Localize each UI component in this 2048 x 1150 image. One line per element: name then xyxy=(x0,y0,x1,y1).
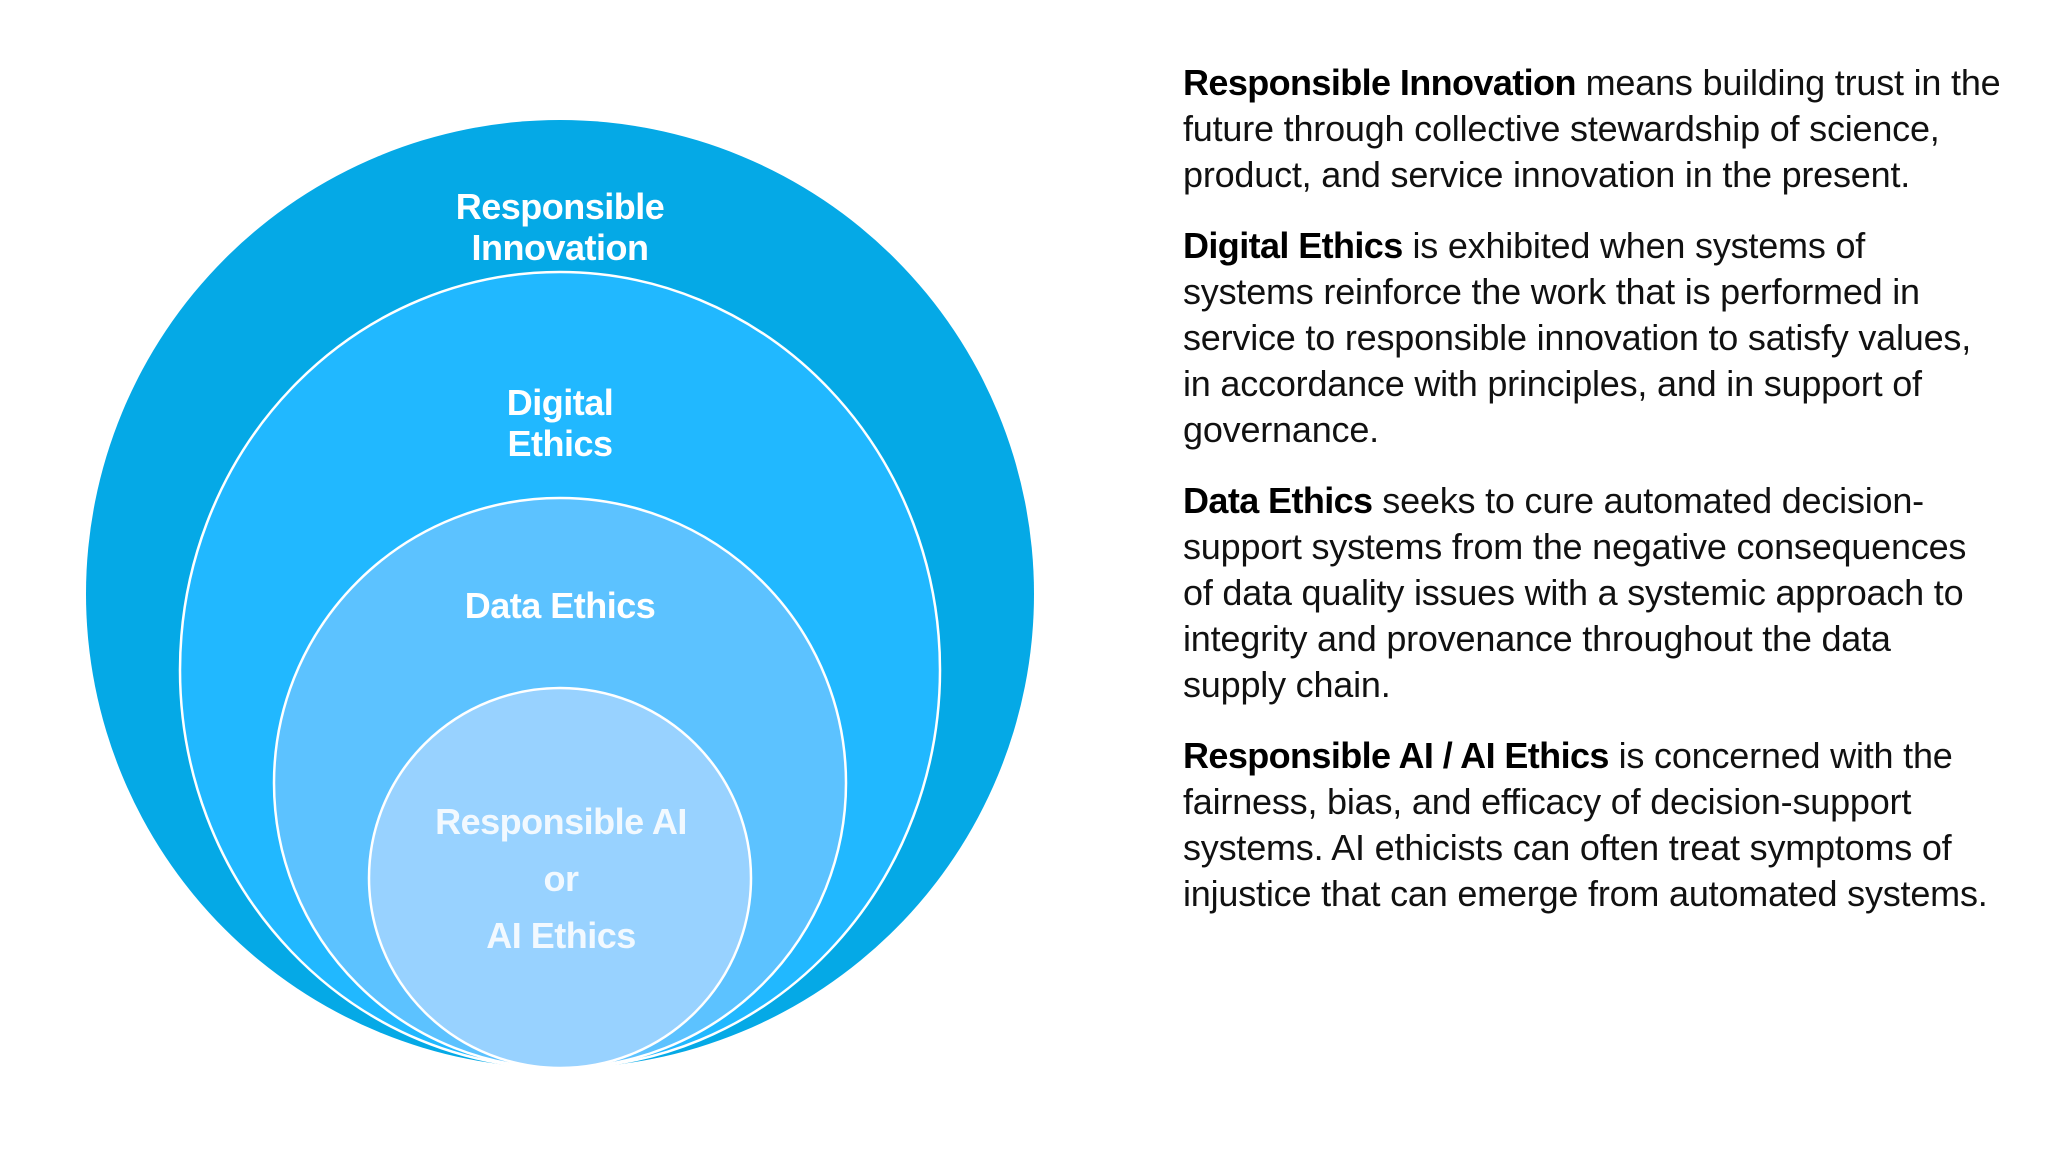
definition-responsible-ai: Responsible AI / AI Ethics is concerned … xyxy=(1183,733,2003,917)
definition-text: is exhibited when systems of systems rei… xyxy=(1183,225,1972,450)
definition-term: Responsible AI / AI Ethics xyxy=(1183,735,1609,776)
circle-responsible-ai xyxy=(367,686,753,1070)
label-line: Ethics xyxy=(507,423,613,464)
label-line: or xyxy=(543,858,580,899)
label-line: Responsible xyxy=(455,186,665,227)
definition-data-ethics: Data Ethics seeks to cure automated deci… xyxy=(1183,478,2003,708)
label-line: Innovation xyxy=(471,227,650,268)
label-line: Data Ethics xyxy=(464,585,656,626)
nested-circles-graphic xyxy=(86,120,1034,1070)
label-responsible-innovation: Responsible Innovation xyxy=(310,186,810,268)
label-responsible-ai: Responsible AI or AI Ethics xyxy=(311,793,811,964)
definition-term: Digital Ethics xyxy=(1183,225,1403,266)
definition-text: seeks to cure automated decision-support… xyxy=(1183,480,1967,705)
label-digital-ethics: Digital Ethics xyxy=(310,382,810,464)
label-line: Responsible AI xyxy=(435,801,687,842)
label-data-ethics: Data Ethics xyxy=(310,585,810,626)
definitions-panel: Responsible Innovation means building tr… xyxy=(1183,60,2003,942)
definition-term: Data Ethics xyxy=(1183,480,1373,521)
nested-circles-diagram: Responsible Innovation Digital Ethics Da… xyxy=(86,120,1034,1070)
definition-text: means building trust in the future throu… xyxy=(1183,62,2001,195)
label-line: Digital xyxy=(506,382,614,423)
label-line: AI Ethics xyxy=(486,915,636,956)
definition-term: Responsible Innovation xyxy=(1183,62,1576,103)
definition-responsible-innovation: Responsible Innovation means building tr… xyxy=(1183,60,2003,198)
definition-text: is concerned with the fairness, bias, an… xyxy=(1183,735,1988,914)
definition-digital-ethics: Digital Ethics is exhibited when systems… xyxy=(1183,223,2003,453)
